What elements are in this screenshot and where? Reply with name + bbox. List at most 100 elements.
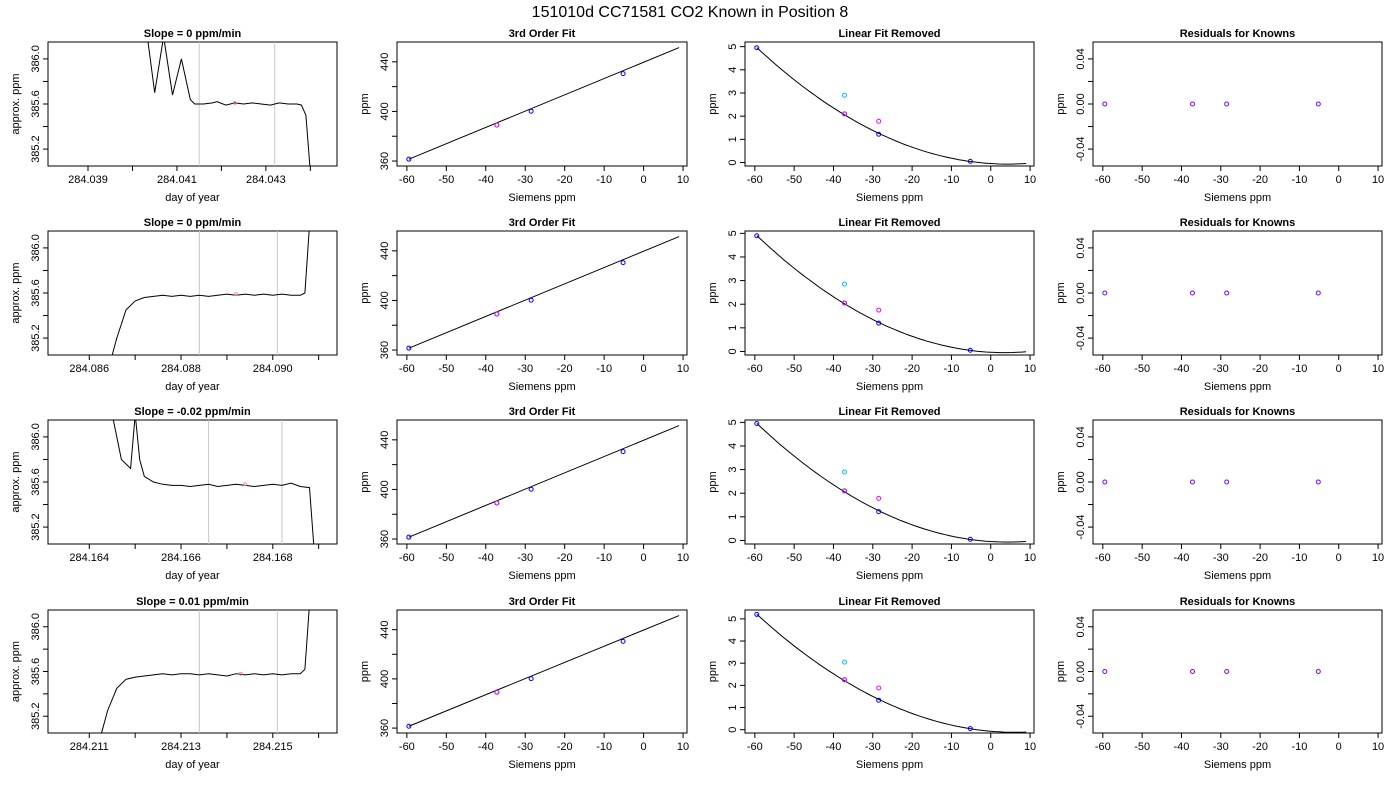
- plot-frame: [47, 609, 338, 734]
- known-point: [754, 233, 760, 239]
- panel-title: Residuals for Knowns: [1180, 596, 1296, 608]
- raw-point-magenta: [876, 307, 882, 313]
- x-tick-label: 0: [988, 363, 994, 375]
- y-tick-label: 3: [727, 660, 739, 666]
- y-tick-label: 440: [379, 242, 391, 260]
- x-tick-label: 10: [677, 741, 689, 753]
- y-tick-label: 4: [727, 67, 739, 73]
- x-tick-label: 10: [1372, 552, 1384, 564]
- x-tick-label: 10: [677, 363, 689, 375]
- x-tick-label: -40: [826, 363, 842, 375]
- raw-point-magenta: [842, 677, 847, 683]
- plot-frame: [744, 230, 1035, 356]
- plot-frame: [744, 41, 1035, 167]
- mean-point: [238, 671, 243, 676]
- x-tick-label: -30: [517, 741, 533, 753]
- known-point: [528, 108, 534, 114]
- y-tick-label: 386.0: [30, 45, 42, 73]
- x-tick-label: -60: [1095, 741, 1111, 753]
- plot-frame: [396, 609, 688, 734]
- known-point: [967, 726, 973, 732]
- y-tick-label: 0.04: [1075, 237, 1087, 258]
- fit-curve: [756, 613, 1027, 733]
- y-tick-label: 5: [727, 44, 739, 50]
- x-tick-label: -50: [1134, 741, 1150, 753]
- y-axis-label: ppm: [1055, 661, 1067, 682]
- y-tick-label: 0: [727, 159, 739, 165]
- x-axis-label: Siemens ppm: [1204, 192, 1271, 204]
- y-tick-label: 2: [727, 301, 739, 307]
- y-tick-label: 360: [379, 719, 391, 737]
- residual-point: [1315, 290, 1321, 296]
- residual-point: [1189, 101, 1195, 107]
- x-tick-label: -10: [943, 552, 959, 564]
- y-tick-label: 4: [727, 443, 739, 449]
- panel-title: 3rd Order Fit: [509, 406, 576, 418]
- panel-title: 3rd Order Fit: [509, 596, 576, 608]
- panel-r0c0: Slope = 0 ppm/min 284.039 284.041 284.043 38…: [10, 28, 338, 204]
- y-tick-label: 4: [727, 254, 739, 260]
- y-tick-label: 440: [379, 431, 391, 449]
- x-tick-label: -40: [478, 174, 494, 186]
- plot-area: [1102, 669, 1321, 674]
- fit-curve: [756, 47, 1027, 165]
- x-tick-label: -20: [557, 363, 573, 375]
- y-tick-label: 0: [727, 348, 739, 354]
- x-tick-label: -20: [1252, 741, 1268, 753]
- panel-title: Residuals for Knowns: [1180, 406, 1296, 418]
- y-tick-label: 5: [727, 230, 739, 236]
- x-tick-label: -40: [478, 363, 494, 375]
- raw-point-magenta: [494, 689, 500, 695]
- x-tick-label: -30: [865, 174, 881, 186]
- plot-area: [1102, 101, 1321, 107]
- x-axis-label: Siemens ppm: [1204, 759, 1271, 771]
- known-point: [754, 611, 760, 617]
- x-tick-label: 284.211: [70, 741, 109, 753]
- x-tick-label: -10: [1291, 363, 1307, 375]
- x-tick-label: 0: [988, 174, 994, 186]
- panel-r3c2: Linear Fit Removed -60 -50 -40 -30 -20 -10 0 10 0…: [707, 596, 1036, 771]
- known-point: [620, 260, 626, 266]
- y-tick-label: 0.00: [1075, 661, 1087, 682]
- x-tick-label: -40: [478, 741, 494, 753]
- panel-title: Linear Fit Removed: [838, 406, 940, 418]
- residual-point: [1189, 669, 1195, 674]
- y-tick-label: -0.04: [1075, 137, 1087, 162]
- x-tick-label: 284.166: [161, 552, 201, 564]
- y-tick-label: 385.6: [30, 90, 42, 118]
- x-tick-label: 0: [988, 552, 994, 564]
- y-tick-label: 0.00: [1075, 282, 1087, 303]
- x-tick-label: 0: [641, 741, 647, 753]
- x-tick-label: 284.039: [68, 174, 108, 186]
- known-point: [528, 297, 534, 303]
- raw-point-cyan: [841, 469, 847, 475]
- y-tick-label: -0.04: [1075, 326, 1087, 351]
- x-tick-label: -20: [904, 552, 920, 564]
- x-tick-label: -30: [865, 741, 881, 753]
- y-tick-label: 0: [727, 537, 739, 543]
- plot-area: [406, 236, 680, 351]
- raw-point-magenta: [876, 118, 882, 124]
- x-tick-label: -60: [1095, 363, 1111, 375]
- x-tick-label: -20: [1252, 174, 1268, 186]
- residual-point: [1102, 290, 1108, 296]
- x-tick-label: 0: [641, 363, 647, 375]
- residual-point: [1224, 669, 1230, 674]
- x-tick-label: -20: [1252, 363, 1268, 375]
- y-tick-label: 385.2: [30, 702, 42, 730]
- x-tick-label: -50: [1134, 552, 1150, 564]
- x-tick-label: 284.213: [161, 741, 201, 753]
- known-point: [754, 45, 760, 51]
- x-tick-label: -20: [904, 174, 920, 186]
- panel-r2c2: Linear Fit Removed -60 -50 -40 -30 -20 -10 0 10 0…: [707, 406, 1036, 582]
- x-tick-label: -60: [747, 552, 763, 564]
- y-tick-label: 2: [727, 682, 739, 688]
- raw-point-cyan: [841, 659, 847, 665]
- plot-frame: [396, 41, 688, 167]
- known-point: [620, 449, 626, 455]
- residual-point: [1224, 290, 1230, 296]
- x-tick-label: 0: [1336, 552, 1342, 564]
- x-tick-label: -30: [1213, 552, 1229, 564]
- known-point: [754, 421, 760, 427]
- residual-point: [1102, 479, 1108, 485]
